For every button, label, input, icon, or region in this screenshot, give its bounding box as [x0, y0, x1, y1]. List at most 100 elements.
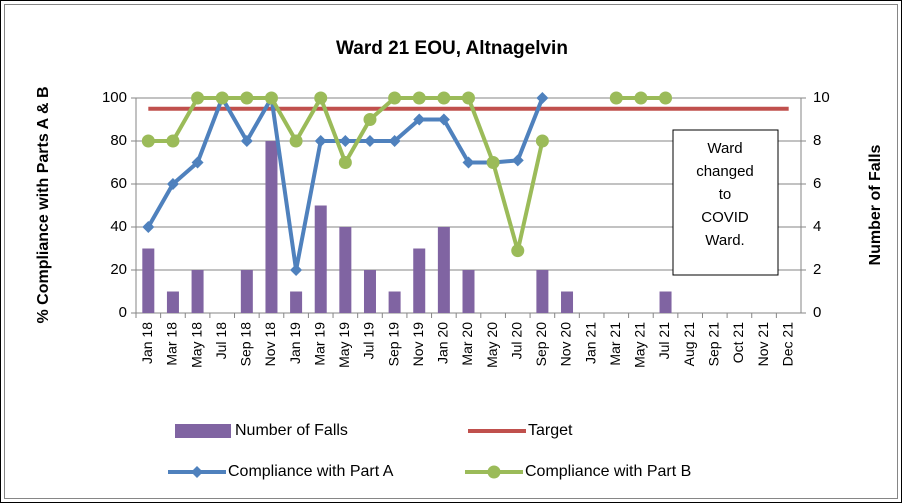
bar — [339, 227, 352, 313]
legend-marker — [191, 466, 203, 478]
bar — [290, 291, 303, 313]
legend-marker — [487, 465, 501, 479]
bar — [561, 291, 574, 313]
x-tick-label: Mar 18 — [164, 322, 180, 366]
diamond-marker — [511, 154, 524, 167]
x-tick-label: May 18 — [188, 322, 204, 368]
circle-marker — [166, 134, 180, 148]
x-tick-label: Mar 21 — [607, 322, 623, 366]
circle-marker — [609, 91, 623, 105]
diamond-marker — [437, 113, 450, 126]
x-tick-label: Mar 20 — [459, 322, 475, 366]
x-tick-label: Jul 18 — [213, 322, 229, 360]
circle-marker — [289, 134, 303, 148]
y-tick-label: 100 — [102, 89, 127, 106]
y2-axis-title: Number of Falls — [867, 144, 884, 265]
x-tick-label: Nov 18 — [262, 322, 278, 367]
bar — [388, 291, 401, 313]
x-tick-label: Jan 19 — [287, 322, 303, 364]
y2-tick-label: 4 — [813, 218, 821, 235]
chart-title: Ward 21 EOU, Altnagelvin — [336, 38, 568, 59]
x-tick-label: Sep 19 — [385, 322, 401, 367]
x-tick-label: Aug 21 — [681, 322, 697, 367]
circle-marker — [462, 91, 475, 105]
circle-marker — [314, 91, 328, 105]
x-tick-label: Jan 20 — [435, 322, 451, 364]
annotation-box — [672, 129, 779, 276]
x-tick-label: Jul 20 — [508, 322, 524, 360]
x-tick-label: May 20 — [484, 322, 500, 368]
legend-label: Number of Falls — [235, 422, 348, 439]
diamond-marker — [413, 113, 426, 126]
x-tick-label: Oct 21 — [730, 322, 746, 363]
annotation-text: Ward. — [705, 232, 744, 249]
diamond-marker — [166, 178, 179, 190]
circle-marker — [511, 244, 525, 258]
circle-marker — [634, 91, 648, 105]
y-axis-title: % Compliance with Parts A & B — [35, 86, 52, 323]
x-tick-label: Jan 21 — [582, 322, 598, 364]
x-tick-label: May 19 — [336, 322, 352, 368]
x-tick-label: Sep 21 — [705, 322, 721, 367]
bar — [363, 270, 376, 313]
x-tick-label: Sep 18 — [238, 322, 254, 367]
x-tick-label: Mar 19 — [311, 322, 327, 366]
circle-marker — [437, 91, 451, 105]
y-tick-label: 0 — [119, 304, 127, 321]
x-tick-label: Jan 18 — [139, 322, 155, 364]
annotation-text: Ward — [707, 140, 742, 157]
bar — [191, 270, 204, 313]
bar — [437, 227, 450, 313]
bar — [142, 248, 155, 313]
chart-border — [4, 4, 898, 499]
annotation-text: changed — [696, 163, 754, 180]
bar — [166, 291, 179, 313]
diamond-marker — [142, 221, 155, 233]
y2-tick-label: 2 — [813, 261, 821, 278]
circle-marker — [412, 91, 426, 105]
y2-tick-label: 10 — [813, 89, 830, 106]
diamond-marker — [240, 135, 253, 147]
circle-marker — [240, 91, 254, 105]
bar — [462, 270, 475, 313]
diamond-marker — [536, 92, 549, 104]
x-tick-label: Jul 21 — [656, 322, 672, 360]
y2-tick-label: 6 — [813, 175, 821, 192]
bar — [314, 205, 327, 313]
y2-tick-label: 0 — [813, 304, 821, 321]
diamond-marker — [290, 264, 303, 276]
x-tick-label: May 21 — [632, 322, 648, 368]
y-tick-label: 80 — [110, 132, 127, 149]
circle-marker — [363, 113, 377, 126]
x-tick-label: Nov 19 — [410, 322, 426, 367]
legend-label: Compliance with Part A — [228, 463, 394, 480]
x-tick-label: Dec 21 — [779, 322, 795, 367]
legend-label: Target — [528, 422, 573, 439]
circle-marker — [535, 134, 549, 148]
diamond-marker — [462, 156, 475, 169]
bar — [659, 291, 672, 313]
legend-label: Compliance with Part B — [525, 463, 691, 480]
circle-marker — [264, 91, 278, 105]
bar — [240, 270, 253, 313]
diamond-marker — [388, 135, 401, 147]
circle-marker — [215, 91, 229, 105]
circle-marker — [338, 156, 352, 169]
circle-marker — [659, 91, 673, 105]
x-tick-label: Sep 20 — [533, 322, 549, 367]
bar — [265, 141, 278, 313]
y-tick-label: 40 — [110, 218, 127, 235]
circle-marker — [191, 91, 205, 105]
annotation-text: COVID — [701, 209, 749, 226]
bar — [536, 270, 549, 313]
circle-marker — [486, 156, 500, 169]
bar — [413, 248, 426, 313]
legend-swatch — [175, 424, 231, 438]
x-tick-label: Jul 19 — [361, 322, 377, 360]
x-tick-label: Nov 21 — [755, 322, 771, 367]
x-tick-label: Nov 20 — [558, 322, 574, 367]
diamond-marker — [314, 135, 327, 147]
diamond-marker — [339, 135, 352, 147]
y-tick-label: 20 — [110, 261, 127, 278]
